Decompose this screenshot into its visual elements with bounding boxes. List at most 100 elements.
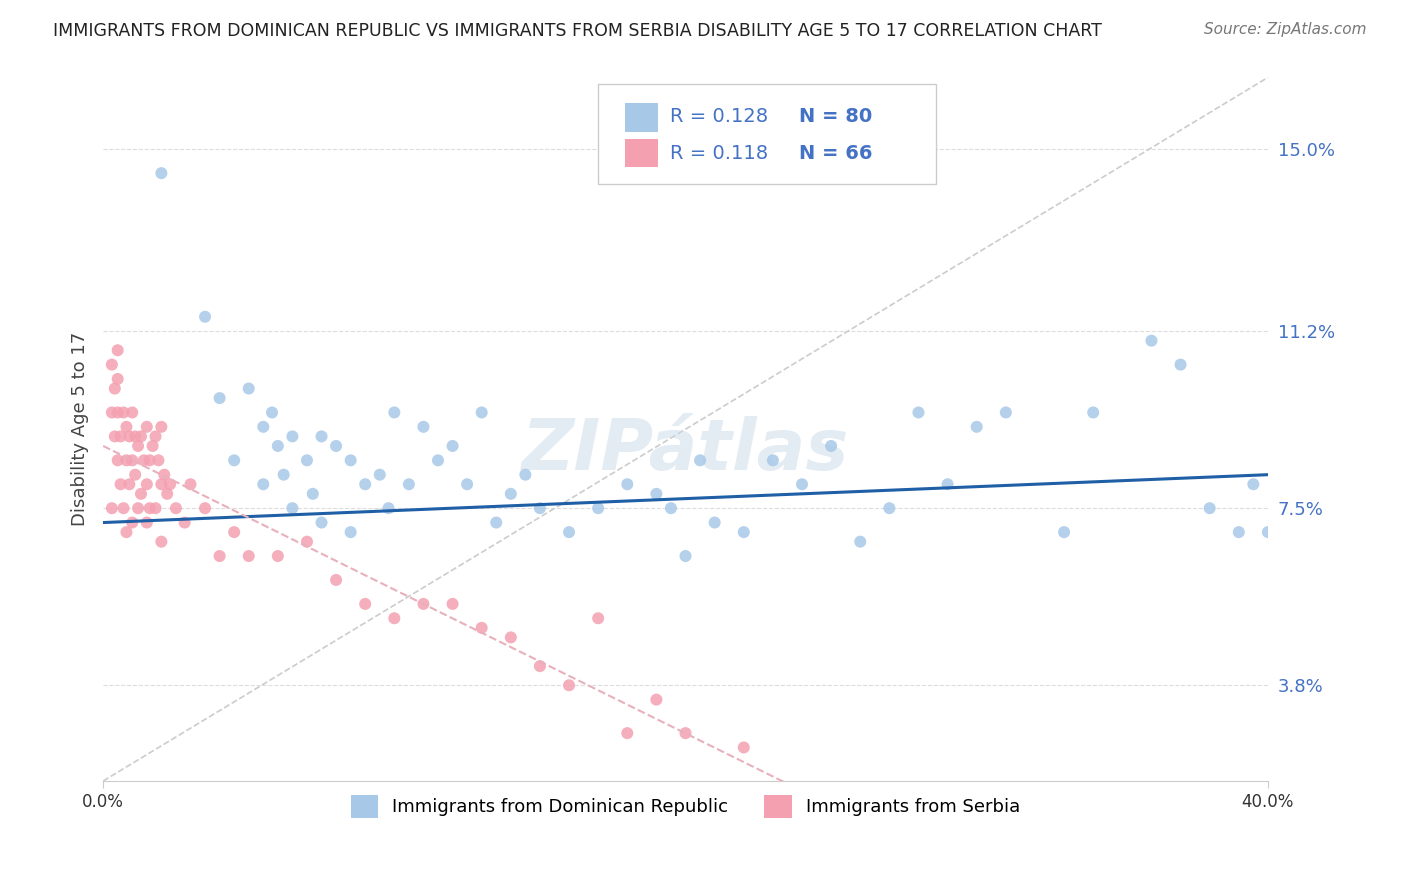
Point [1271, 180, 1294, 194]
Point [354, 477, 377, 491]
Point [879, 501, 901, 516]
Point [659, 501, 682, 516]
Point [558, 525, 581, 540]
Point [907, 405, 929, 419]
Point [238, 382, 260, 396]
Point [820, 439, 842, 453]
Point [1198, 501, 1220, 516]
Point [645, 692, 668, 706]
Point [121, 516, 143, 530]
Point [529, 659, 551, 673]
Point [148, 453, 170, 467]
Point [118, 477, 141, 491]
Point [762, 453, 785, 467]
Point [107, 453, 129, 467]
Point [703, 516, 725, 530]
Point [224, 525, 246, 540]
Point [339, 453, 361, 467]
Point [135, 420, 157, 434]
Point [112, 501, 135, 516]
Point [515, 467, 537, 482]
FancyBboxPatch shape [624, 139, 658, 168]
Point [138, 453, 160, 467]
Point [1083, 405, 1105, 419]
Point [733, 740, 755, 755]
Point [110, 429, 132, 443]
Point [112, 405, 135, 419]
Point [194, 310, 217, 324]
Point [529, 501, 551, 516]
Point [295, 534, 318, 549]
Point [115, 453, 138, 467]
Point [966, 420, 988, 434]
Point [260, 405, 283, 419]
Point [790, 477, 813, 491]
Point [1140, 334, 1163, 348]
Point [121, 405, 143, 419]
Point [616, 477, 638, 491]
Point [675, 726, 697, 740]
Point [485, 516, 508, 530]
Point [145, 501, 167, 516]
Point [145, 429, 167, 443]
Point [499, 631, 522, 645]
Point [159, 477, 181, 491]
Point [115, 525, 138, 540]
Point [142, 439, 165, 453]
Point [127, 439, 149, 453]
Point [107, 372, 129, 386]
Point [252, 420, 274, 434]
Point [398, 477, 420, 491]
Point [129, 429, 152, 443]
Point [101, 358, 124, 372]
Point [936, 477, 959, 491]
Point [179, 477, 201, 491]
Text: IMMIGRANTS FROM DOMINICAN REPUBLIC VS IMMIGRANTS FROM SERBIA DISABILITY AGE 5 TO: IMMIGRANTS FROM DOMINICAN REPUBLIC VS IM… [53, 22, 1102, 40]
Text: Source: ZipAtlas.com: Source: ZipAtlas.com [1204, 22, 1367, 37]
Point [471, 621, 494, 635]
Point [267, 439, 290, 453]
Point [354, 597, 377, 611]
Point [101, 405, 124, 419]
Point [107, 343, 129, 358]
Point [1257, 525, 1279, 540]
Point [1227, 525, 1250, 540]
Point [689, 453, 711, 467]
Point [121, 453, 143, 467]
Point [104, 429, 127, 443]
Point [558, 678, 581, 692]
Point [412, 597, 434, 611]
Point [675, 549, 697, 563]
Text: ZIPátlas: ZIPátlas [522, 416, 849, 485]
Point [127, 501, 149, 516]
Point [281, 429, 304, 443]
Point [118, 429, 141, 443]
Point [441, 439, 464, 453]
Point [1170, 358, 1192, 372]
Point [368, 467, 391, 482]
Point [238, 549, 260, 563]
Point [616, 726, 638, 740]
Text: N = 80: N = 80 [799, 107, 872, 127]
Point [150, 166, 173, 180]
Point [586, 501, 609, 516]
Point [138, 501, 160, 516]
Point [377, 501, 399, 516]
Point [101, 501, 124, 516]
Point [733, 525, 755, 540]
Text: R = 0.128: R = 0.128 [671, 107, 769, 127]
Point [267, 549, 290, 563]
Point [104, 382, 127, 396]
Point [252, 477, 274, 491]
Point [124, 429, 146, 443]
Text: N = 66: N = 66 [799, 144, 872, 163]
Point [208, 391, 231, 405]
Point [135, 516, 157, 530]
Point [156, 487, 179, 501]
Point [295, 453, 318, 467]
Point [645, 487, 668, 501]
Point [1053, 525, 1076, 540]
Point [586, 611, 609, 625]
Point [456, 477, 478, 491]
Point [150, 534, 173, 549]
